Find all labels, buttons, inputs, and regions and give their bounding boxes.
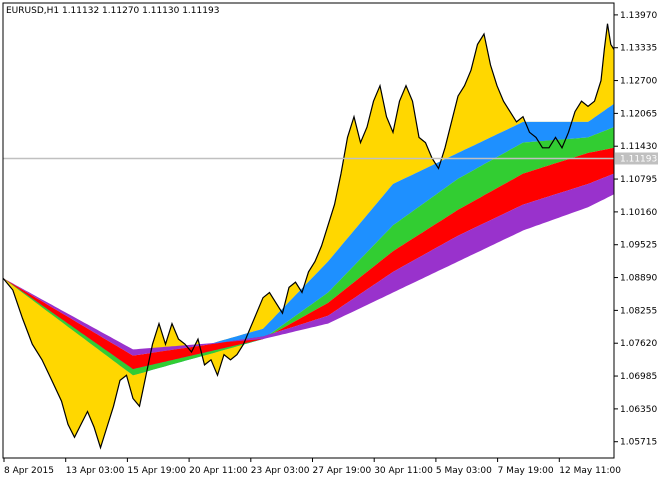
indicator-bands <box>3 23 614 448</box>
x-tick-label: 7 May 19:00 <box>498 466 554 476</box>
band-gold <box>3 23 614 448</box>
y-tick-label: 1.05715 <box>620 438 657 448</box>
y-tick-label: 1.06350 <box>620 405 657 415</box>
y-tick-label: 1.11430 <box>620 142 657 152</box>
chart-title: EURUSD,H1 1.11132 1.11270 1.11130 1.1119… <box>6 6 219 16</box>
y-tick-label: 1.12065 <box>620 109 657 119</box>
y-tick-label: 1.13335 <box>620 44 657 54</box>
price-line <box>2 23 615 450</box>
band-green <box>3 127 614 376</box>
x-tick-label: 12 May 11:00 <box>559 466 621 476</box>
x-tick-label: 5 May 03:00 <box>436 466 492 476</box>
y-tick-label: 1.12700 <box>620 77 657 87</box>
price-line-group <box>2 23 615 450</box>
y-tick-label: 1.10160 <box>620 208 657 218</box>
current-price-tag-bg <box>615 152 658 165</box>
y-tick-label: 1.08890 <box>620 274 657 284</box>
y-tick-label: 1.06985 <box>620 372 657 382</box>
band-blue <box>3 103 614 376</box>
plot-frame <box>2 2 615 459</box>
current-price-tag-label: 1.11193 <box>620 154 657 164</box>
y-tick-label: 1.08255 <box>620 306 657 316</box>
x-tick-label: 15 Apr 19:00 <box>127 466 186 476</box>
x-tick-label: 8 Apr 2015 <box>4 466 54 476</box>
current-price-tag: 1.11193 <box>615 152 658 165</box>
x-tick-label: 27 Apr 19:00 <box>313 466 372 476</box>
x-tick-label: 23 Apr 03:00 <box>251 466 310 476</box>
y-tick-label: 1.09525 <box>620 241 657 251</box>
price-axis: 1.13970 1.13335 1.12700 1.12065 1.11430 1.107… <box>614 11 657 448</box>
y-tick-label: 1.13970 <box>620 11 657 21</box>
x-tick-label: 20 Apr 11:00 <box>189 466 248 476</box>
y-tick-label: 1.07620 <box>620 339 657 349</box>
band-red <box>3 147 614 370</box>
x-tick-label: 13 Apr 03:00 <box>66 466 125 476</box>
x-tick-label: 30 Apr 11:00 <box>374 466 433 476</box>
y-tick-label: 1.10795 <box>620 175 657 185</box>
time-axis: 8 Apr 2015 13 Apr 03:00 15 Apr 19:00 20 Apr… <box>3 458 621 476</box>
